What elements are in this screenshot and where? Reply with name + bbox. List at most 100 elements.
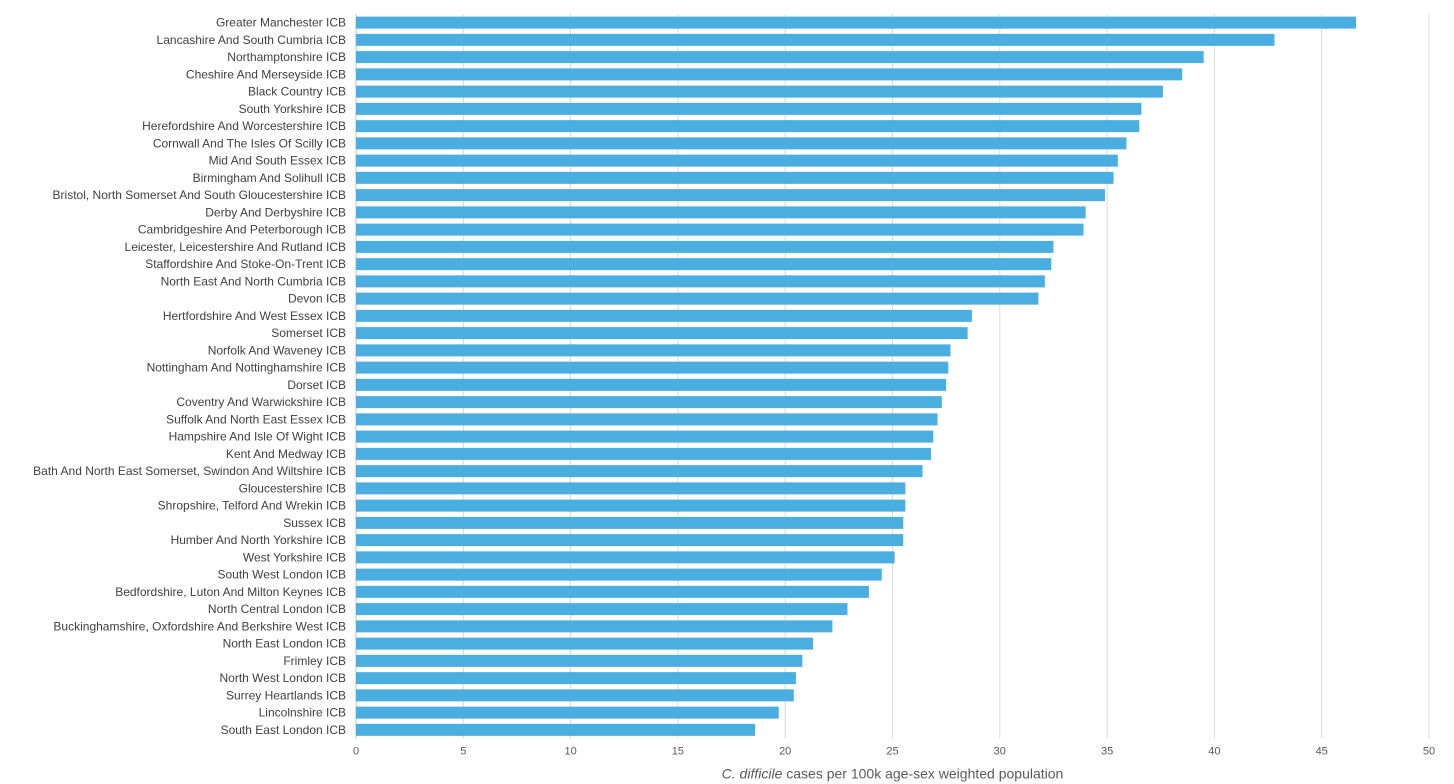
bar [356, 430, 934, 443]
category-label: Humber And North Yorkshire ICB [171, 533, 346, 547]
bar [356, 68, 1183, 81]
category-label: Suffolk And North East Essex ICB [166, 412, 346, 426]
category-label: North East London ICB [223, 637, 346, 651]
category-label: Lincolnshire ICB [259, 706, 346, 720]
bar [356, 620, 833, 633]
bar [356, 102, 1142, 115]
category-label: Greater Manchester ICB [216, 16, 346, 30]
bar [356, 378, 947, 391]
bar [356, 723, 756, 736]
bar [356, 551, 895, 564]
x-axis-title-rest: cases per 100k age-sex weighted populati… [782, 766, 1063, 782]
x-tick-labels: 0 5 10 15 20 25 30 35 40 45 50 [353, 746, 1435, 758]
x-axis-title: C. difficile cases per 100k age-sex weig… [722, 766, 1064, 782]
bar [356, 654, 803, 667]
category-label: North Central London ICB [208, 602, 346, 616]
bar [356, 672, 796, 685]
category-label: South East London ICB [221, 723, 346, 737]
x-tick-label: 35 [1101, 746, 1113, 758]
bar [356, 240, 1054, 253]
x-tick-label: 50 [1423, 746, 1435, 758]
bar [356, 568, 882, 581]
bar [356, 603, 848, 616]
bar [356, 154, 1118, 167]
bar [356, 85, 1163, 98]
category-label: Devon ICB [288, 292, 346, 306]
x-axis-title-italic: C. difficile [722, 766, 783, 782]
category-label: Bath And North East Somerset, Swindon An… [33, 464, 346, 478]
x-tick-label: 40 [1208, 746, 1220, 758]
x-tick-label: 10 [564, 746, 576, 758]
bar [356, 516, 904, 529]
category-label: North West London ICB [219, 671, 346, 685]
bar [356, 413, 938, 426]
bar [356, 447, 932, 460]
bar [356, 344, 951, 357]
bar [356, 33, 1275, 46]
bar [356, 499, 906, 512]
category-label: Gloucestershire ICB [239, 481, 346, 495]
x-tick-label: 15 [672, 746, 684, 758]
x-tick-label: 45 [1316, 746, 1328, 758]
bar [356, 534, 904, 547]
bar [356, 137, 1127, 150]
bar [356, 16, 1357, 29]
x-tick-label: 20 [779, 746, 791, 758]
category-label: Shropshire, Telford And Wrekin ICB [158, 499, 346, 513]
x-tick-label: 30 [994, 746, 1006, 758]
category-label: Bristol, North Somerset And South Glouce… [53, 188, 346, 202]
bars [356, 16, 1357, 736]
category-label: Hertfordshire And West Essex ICB [163, 309, 346, 323]
bar [356, 327, 968, 340]
bar [356, 223, 1084, 236]
category-label: Hampshire And Isle Of Wight ICB [169, 430, 346, 444]
category-label: Cornwall And The Isles Of Scilly ICB [153, 136, 346, 150]
bar [356, 189, 1105, 202]
bar [356, 258, 1052, 271]
bar [356, 482, 906, 495]
category-label: Buckinghamshire, Oxfordshire And Berkshi… [53, 619, 346, 633]
category-label: Northamptonshire ICB [227, 50, 346, 64]
category-label: Kent And Medway ICB [226, 447, 346, 461]
category-label: South West London ICB [217, 568, 346, 582]
category-label: Surrey Heartlands ICB [226, 688, 346, 702]
x-tick-label: 25 [886, 746, 898, 758]
category-label: Birmingham And Solihull ICB [193, 171, 346, 185]
category-label: Cheshire And Merseyside ICB [186, 67, 346, 81]
category-label: North East And North Cumbria ICB [161, 274, 346, 288]
category-label: Frimley ICB [283, 654, 346, 668]
category-label: Derby And Derbyshire ICB [205, 205, 346, 219]
category-label: Bedfordshire, Luton And Milton Keynes IC… [115, 585, 346, 599]
x-tick-label: 5 [460, 746, 466, 758]
bar [356, 689, 794, 702]
category-labels: Greater Manchester ICB Lancashire And Sou… [33, 16, 346, 737]
category-label: Black Country ICB [248, 85, 346, 99]
category-label: West Yorkshire ICB [243, 550, 346, 564]
category-label: Somerset ICB [271, 326, 346, 340]
category-label: Cambridgeshire And Peterborough ICB [138, 223, 346, 237]
gridlines [355, 14, 1430, 739]
bar [356, 585, 869, 598]
bar [356, 120, 1140, 133]
category-label: Nottingham And Nottinghamshire ICB [147, 361, 346, 375]
bar [356, 706, 779, 719]
category-label: Leicester, Leicestershire And Rutland IC… [125, 240, 346, 254]
category-label: Staffordshire And Stoke-On-Trent ICB [145, 257, 346, 271]
bar [356, 309, 972, 322]
category-label: Norfolk And Waveney ICB [208, 343, 346, 357]
category-label: Lancashire And South Cumbria ICB [157, 33, 346, 47]
category-label: Sussex ICB [283, 516, 346, 530]
bar [356, 396, 942, 409]
bar [356, 275, 1045, 288]
category-label: Herefordshire And Worcestershire ICB [142, 119, 346, 133]
bar [356, 361, 949, 374]
bar [356, 637, 814, 650]
category-label: Coventry And Warwickshire ICB [176, 395, 346, 409]
bar [356, 171, 1114, 184]
bar [356, 292, 1039, 305]
category-label: Dorset ICB [287, 378, 346, 392]
category-label: South Yorkshire ICB [239, 102, 346, 116]
bar [356, 206, 1086, 219]
